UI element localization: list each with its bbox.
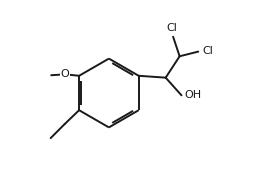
- Text: Cl: Cl: [201, 46, 212, 56]
- Text: OH: OH: [184, 90, 201, 100]
- Text: Cl: Cl: [166, 23, 177, 33]
- Text: O: O: [60, 69, 69, 79]
